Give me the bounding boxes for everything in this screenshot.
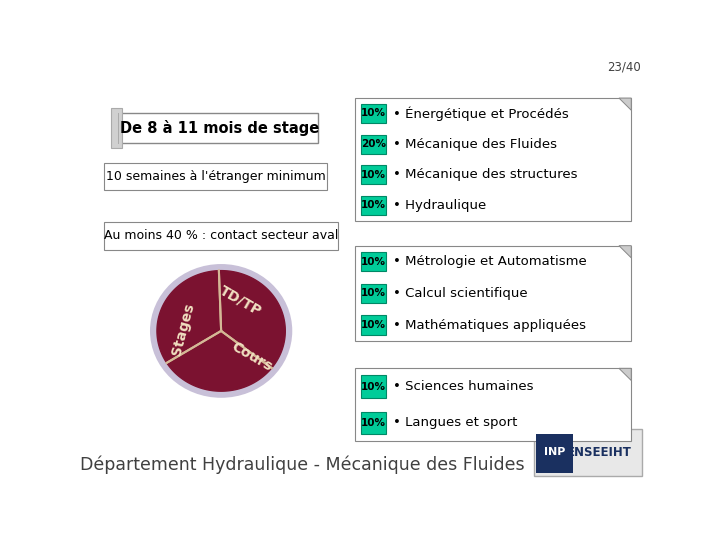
Text: 10%: 10%	[361, 382, 386, 392]
FancyBboxPatch shape	[534, 429, 642, 476]
FancyBboxPatch shape	[355, 368, 631, 441]
FancyBboxPatch shape	[536, 434, 572, 473]
Text: TD/TP: TD/TP	[217, 284, 264, 319]
Text: ENSEEIHT: ENSEEIHT	[567, 446, 631, 459]
FancyBboxPatch shape	[361, 165, 387, 184]
Text: • Langues et sport: • Langues et sport	[393, 416, 518, 429]
FancyBboxPatch shape	[104, 221, 338, 250]
Ellipse shape	[151, 266, 291, 396]
Text: • Calcul scientifique: • Calcul scientifique	[393, 287, 528, 300]
FancyBboxPatch shape	[361, 375, 387, 398]
FancyBboxPatch shape	[361, 411, 387, 434]
Polygon shape	[619, 246, 631, 258]
Text: • Énergétique et Procédés: • Énergétique et Procédés	[393, 106, 569, 120]
Text: INP: INP	[544, 447, 565, 457]
Text: 10%: 10%	[361, 320, 386, 330]
Polygon shape	[619, 98, 631, 110]
FancyBboxPatch shape	[361, 284, 387, 303]
Text: De 8 à 11 mois de stage: De 8 à 11 mois de stage	[120, 120, 319, 136]
FancyBboxPatch shape	[355, 98, 631, 221]
Text: Département Hydraulique - Mécanique des Fluides: Département Hydraulique - Mécanique des …	[80, 456, 524, 474]
Text: Cours: Cours	[229, 340, 275, 374]
Text: 10%: 10%	[361, 109, 386, 118]
FancyBboxPatch shape	[355, 246, 631, 341]
Polygon shape	[157, 271, 221, 363]
FancyBboxPatch shape	[361, 196, 387, 215]
Text: • Mathématiques appliquées: • Mathématiques appliquées	[393, 319, 586, 332]
Polygon shape	[219, 271, 285, 368]
Text: • Sciences humaines: • Sciences humaines	[393, 380, 534, 393]
FancyBboxPatch shape	[361, 315, 387, 335]
Text: Stages: Stages	[169, 301, 197, 356]
Text: 10%: 10%	[361, 170, 386, 180]
Text: • Mécanique des structures: • Mécanique des structures	[393, 168, 577, 181]
Text: 10%: 10%	[361, 288, 386, 299]
FancyBboxPatch shape	[121, 113, 318, 143]
Text: • Mécanique des Fluides: • Mécanique des Fluides	[393, 138, 557, 151]
FancyBboxPatch shape	[361, 104, 387, 123]
Text: 10%: 10%	[361, 200, 386, 211]
FancyBboxPatch shape	[111, 109, 122, 148]
Text: 10%: 10%	[361, 418, 386, 428]
Text: 23/40: 23/40	[608, 61, 642, 74]
Text: 10 semaines à l'étranger minimum: 10 semaines à l'étranger minimum	[106, 170, 325, 183]
Polygon shape	[167, 331, 271, 391]
FancyBboxPatch shape	[104, 163, 327, 190]
Text: Au moins 40 % : contact secteur aval: Au moins 40 % : contact secteur aval	[104, 229, 338, 242]
Text: • Hydraulique: • Hydraulique	[393, 199, 486, 212]
FancyBboxPatch shape	[361, 134, 387, 153]
Text: 10%: 10%	[361, 256, 386, 267]
Text: 20%: 20%	[361, 139, 386, 149]
Text: • Métrologie et Automatisme: • Métrologie et Automatisme	[393, 255, 587, 268]
FancyBboxPatch shape	[361, 252, 387, 272]
Polygon shape	[619, 368, 631, 381]
